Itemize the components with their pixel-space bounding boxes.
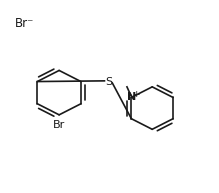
Text: S: S xyxy=(105,77,112,87)
Text: Br: Br xyxy=(53,120,65,130)
Text: Br⁻: Br⁻ xyxy=(15,17,35,30)
Text: +: + xyxy=(132,90,140,99)
Text: N: N xyxy=(127,92,137,102)
